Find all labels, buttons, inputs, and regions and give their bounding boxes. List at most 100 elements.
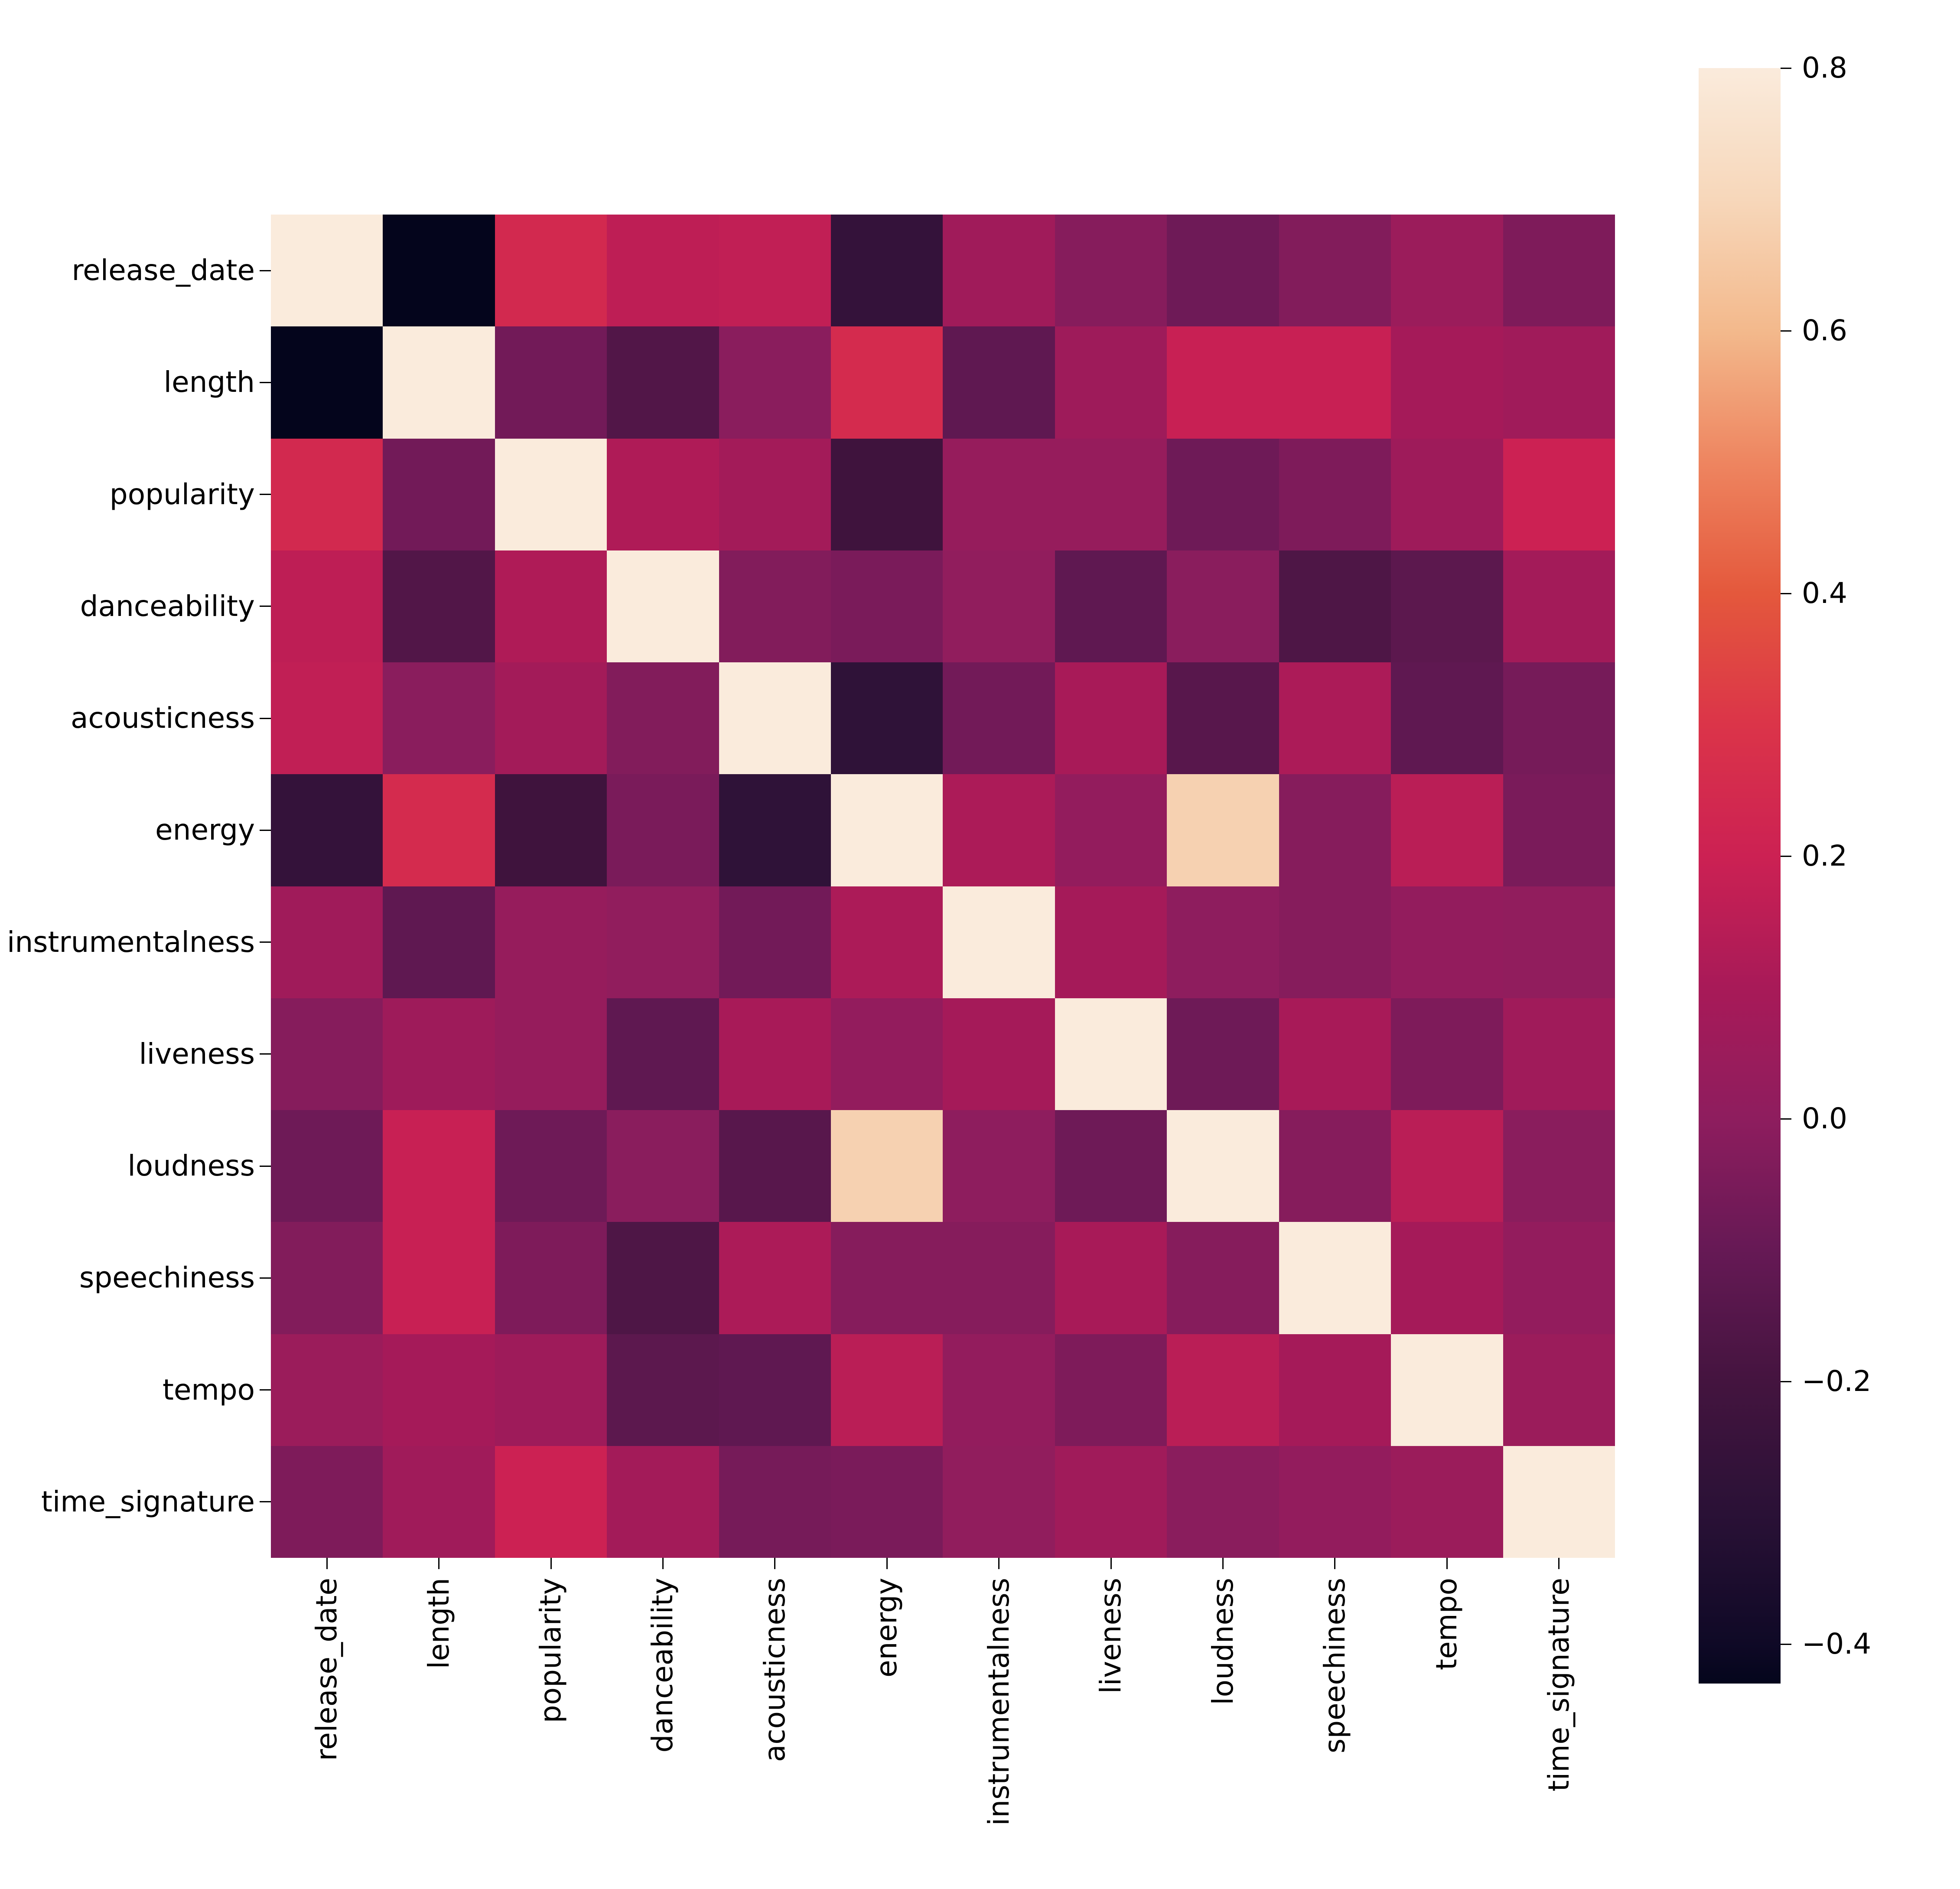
- heatmap-cell-danceability-tempo: [1391, 550, 1503, 662]
- heatmap-cell-instrumentalness-speechiness: [1279, 886, 1391, 998]
- x-axis-tick: [662, 1558, 664, 1569]
- colorbar-tick-label-−0.4: −0.4: [1802, 1627, 1872, 1661]
- x-axis-label-energy: energy: [870, 1578, 904, 1677]
- heatmap-cell-danceability-liveness: [1055, 550, 1167, 662]
- y-axis-label-liveness: liveness: [139, 1037, 255, 1071]
- heatmap-cell-instrumentalness-length: [383, 886, 495, 998]
- heatmap-cell-instrumentalness-popularity: [495, 886, 607, 998]
- heatmap-cell-time_signature-instrumentalness: [943, 1446, 1055, 1558]
- heatmap-cell-speechiness-time_signature: [1503, 1222, 1615, 1334]
- y-axis-tick: [260, 494, 271, 495]
- x-axis-label-danceability: danceability: [646, 1578, 680, 1753]
- heatmap-cell-popularity-popularity: [495, 438, 607, 550]
- heatmap-cell-length-tempo: [1391, 326, 1503, 439]
- heatmap-cell-loudness-energy: [831, 1110, 943, 1222]
- heatmap-cell-speechiness-popularity: [495, 1222, 607, 1334]
- heatmap-cell-acousticness-release_date: [271, 662, 383, 775]
- heatmap-cell-speechiness-release_date: [271, 1222, 383, 1334]
- heatmap-cell-time_signature-length: [383, 1446, 495, 1558]
- heatmap-cell-length-danceability: [607, 326, 719, 439]
- heatmap-cell-acousticness-danceability: [607, 662, 719, 775]
- x-axis-tick: [774, 1558, 776, 1569]
- heatmap-cell-speechiness-energy: [831, 1222, 943, 1334]
- colorbar-tick: [1781, 1381, 1791, 1382]
- heatmap-cell-energy-instrumentalness: [943, 774, 1055, 886]
- heatmap-cell-release_date-release_date: [271, 215, 383, 327]
- y-axis-tick: [260, 941, 271, 943]
- y-axis-tick: [260, 1277, 271, 1279]
- heatmap-cell-popularity-loudness: [1167, 438, 1279, 550]
- heatmap-cell-instrumentalness-danceability: [607, 886, 719, 998]
- heatmap-cell-speechiness-speechiness: [1279, 1222, 1391, 1334]
- y-axis-tick: [260, 717, 271, 719]
- colorbar-tick-label-0.4: 0.4: [1802, 576, 1847, 610]
- heatmap-cell-energy-release_date: [271, 774, 383, 886]
- heatmap-cell-danceability-instrumentalness: [943, 550, 1055, 662]
- heatmap-cell-length-release_date: [271, 326, 383, 439]
- x-axis-tick: [998, 1558, 1000, 1569]
- heatmap-cell-speechiness-length: [383, 1222, 495, 1334]
- heatmap-cell-release_date-popularity: [495, 215, 607, 327]
- heatmap-cell-release_date-loudness: [1167, 215, 1279, 327]
- heatmap-cell-popularity-release_date: [271, 438, 383, 550]
- heatmap-cell-instrumentalness-tempo: [1391, 886, 1503, 998]
- y-axis-label-acousticness: acousticness: [70, 701, 255, 735]
- heatmap-cell-time_signature-tempo: [1391, 1446, 1503, 1558]
- colorbar-tick: [1781, 330, 1791, 332]
- heatmap-cell-energy-danceability: [607, 774, 719, 886]
- y-axis-tick: [260, 1501, 271, 1503]
- heatmap-cell-time_signature-popularity: [495, 1446, 607, 1558]
- heatmap-cell-danceability-energy: [831, 550, 943, 662]
- heatmap-cell-release_date-tempo: [1391, 215, 1503, 327]
- heatmap-cell-instrumentalness-energy: [831, 886, 943, 998]
- colorbar-tick: [1781, 593, 1791, 594]
- heatmap-cell-instrumentalness-acousticness: [719, 886, 831, 998]
- colorbar-tick: [1781, 1118, 1791, 1120]
- heatmap-cell-length-popularity: [495, 326, 607, 439]
- heatmap-cell-acousticness-popularity: [495, 662, 607, 775]
- colorbar-tick: [1781, 67, 1791, 69]
- heatmap-cell-energy-speechiness: [1279, 774, 1391, 886]
- y-axis-label-instrumentalness: instrumentalness: [7, 925, 255, 959]
- x-axis-tick: [1222, 1558, 1224, 1569]
- x-axis-tick: [1558, 1558, 1560, 1569]
- colorbar-tick-label-0.6: 0.6: [1802, 314, 1847, 348]
- heatmap-cell-tempo-danceability: [607, 1334, 719, 1446]
- heatmap-cell-energy-popularity: [495, 774, 607, 886]
- heatmap-cell-tempo-time_signature: [1503, 1334, 1615, 1446]
- heatmap-cell-length-instrumentalness: [943, 326, 1055, 439]
- colorbar-tick-label-0.8: 0.8: [1802, 51, 1847, 85]
- heatmap-cell-popularity-tempo: [1391, 438, 1503, 550]
- heatmap-cell-length-loudness: [1167, 326, 1279, 439]
- heatmap-cell-acousticness-speechiness: [1279, 662, 1391, 775]
- heatmap-cell-energy-loudness: [1167, 774, 1279, 886]
- heatmap-cell-energy-acousticness: [719, 774, 831, 886]
- x-axis-tick: [1334, 1558, 1336, 1569]
- x-axis-label-popularity: popularity: [534, 1578, 568, 1723]
- heatmap-cell-danceability-time_signature: [1503, 550, 1615, 662]
- y-axis-label-danceability: danceability: [80, 589, 255, 623]
- y-axis-tick: [260, 1165, 271, 1167]
- heatmap-cell-acousticness-time_signature: [1503, 662, 1615, 775]
- heatmap-cell-liveness-acousticness: [719, 998, 831, 1110]
- heatmap-cell-energy-tempo: [1391, 774, 1503, 886]
- heatmap-cell-release_date-liveness: [1055, 215, 1167, 327]
- x-axis-label-release_date: release_date: [310, 1578, 344, 1761]
- heatmap-cell-release_date-energy: [831, 215, 943, 327]
- heatmap-cell-popularity-liveness: [1055, 438, 1167, 550]
- heatmap-cell-liveness-liveness: [1055, 998, 1167, 1110]
- heatmap-cell-instrumentalness-liveness: [1055, 886, 1167, 998]
- y-axis-label-release_date: release_date: [72, 254, 255, 287]
- heatmap-cell-popularity-time_signature: [1503, 438, 1615, 550]
- heatmap-cell-length-length: [383, 326, 495, 439]
- heatmap-cell-liveness-instrumentalness: [943, 998, 1055, 1110]
- x-axis-label-tempo: tempo: [1430, 1578, 1464, 1671]
- heatmap-cell-liveness-popularity: [495, 998, 607, 1110]
- heatmap-cell-loudness-time_signature: [1503, 1110, 1615, 1222]
- heatmap-cell-energy-length: [383, 774, 495, 886]
- heatmap-cell-liveness-time_signature: [1503, 998, 1615, 1110]
- colorbar-tick-label-0.2: 0.2: [1802, 839, 1847, 873]
- x-axis-label-instrumentalness: instrumentalness: [982, 1578, 1016, 1826]
- x-axis-label-acousticness: acousticness: [758, 1578, 791, 1762]
